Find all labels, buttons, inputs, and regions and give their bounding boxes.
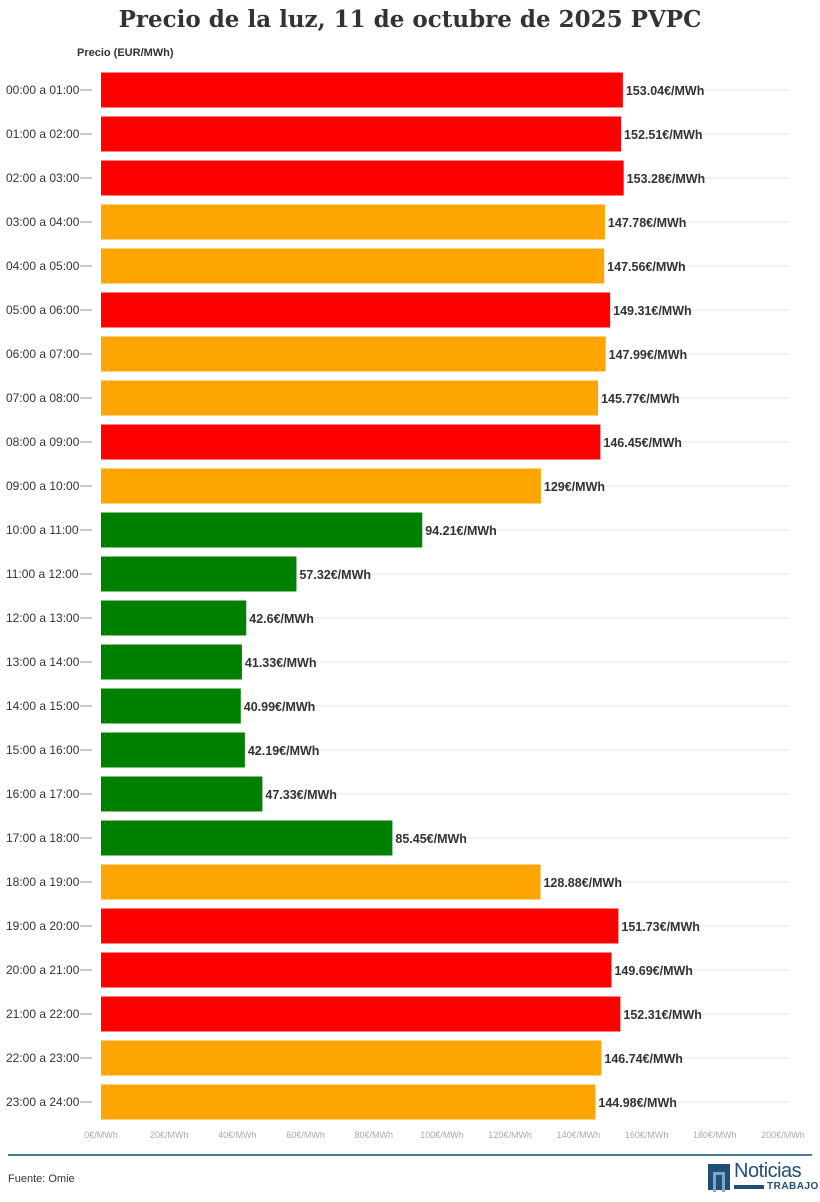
x-tick-label: 0€/MWh bbox=[84, 1130, 118, 1140]
bar bbox=[101, 380, 599, 416]
data-label: 149.31€/MWh bbox=[613, 304, 692, 318]
x-tick-label: 80€/MWh bbox=[355, 1130, 394, 1140]
bar bbox=[101, 424, 601, 460]
data-label: 149.69€/MWh bbox=[614, 964, 693, 978]
y-tick-label: 08:00 a 09:00 bbox=[6, 435, 80, 449]
data-label: 153.04€/MWh bbox=[626, 84, 705, 98]
x-tick-label: 40€/MWh bbox=[218, 1130, 257, 1140]
y-tick-label: 11:00 a 12:00 bbox=[6, 567, 79, 581]
bar bbox=[101, 688, 241, 724]
x-tick-label: 20€/MWh bbox=[150, 1130, 189, 1140]
x-tick-label: 100€/MWh bbox=[420, 1130, 464, 1140]
logo-text: Noticias bbox=[734, 1160, 802, 1182]
y-tick-label: 21:00 a 22:00 bbox=[6, 1007, 80, 1021]
bar bbox=[101, 996, 621, 1032]
bar bbox=[101, 908, 619, 944]
y-tick-label: 09:00 a 10:00 bbox=[6, 479, 80, 493]
data-label: 42.6€/MWh bbox=[249, 612, 314, 626]
data-label: 147.56€/MWh bbox=[607, 260, 686, 274]
bar bbox=[101, 336, 606, 372]
y-tick-label: 01:00 a 02:00 bbox=[6, 127, 80, 141]
bar bbox=[101, 952, 612, 988]
y-tick-label: 00:00 a 01:00 bbox=[6, 83, 80, 97]
x-tick-label: 60€/MWh bbox=[286, 1130, 325, 1140]
y-tick-label: 05:00 a 06:00 bbox=[6, 303, 80, 317]
data-label: 47.33€/MWh bbox=[265, 788, 337, 802]
y-tick-label: 20:00 a 21:00 bbox=[6, 963, 80, 977]
data-label: 145.77€/MWh bbox=[601, 392, 680, 406]
bar bbox=[101, 248, 605, 284]
bar bbox=[101, 204, 605, 240]
bar bbox=[101, 116, 622, 152]
bar bbox=[101, 644, 242, 680]
bar bbox=[101, 776, 263, 812]
bar bbox=[101, 556, 297, 592]
x-tick-label: 200€/MWh bbox=[761, 1130, 805, 1140]
x-tick-label: 160€/MWh bbox=[625, 1130, 669, 1140]
y-tick-label: 07:00 a 08:00 bbox=[6, 391, 80, 405]
data-label: 85.45€/MWh bbox=[395, 832, 467, 846]
data-label: 40.99€/MWh bbox=[244, 700, 316, 714]
logo-bar bbox=[734, 1185, 764, 1189]
noticias-trabajo-logo: Noticias TRABAJO bbox=[708, 1160, 819, 1196]
bar bbox=[101, 512, 423, 548]
source-note: Fuente: Omie bbox=[8, 1173, 75, 1185]
y-tick-label: 14:00 a 15:00 bbox=[6, 699, 80, 713]
data-label: 129€/MWh bbox=[544, 480, 605, 494]
data-label: 94.21€/MWh bbox=[425, 524, 497, 538]
data-label: 128.88€/MWh bbox=[543, 876, 622, 890]
y-tick-label: 23:00 a 24:00 bbox=[6, 1095, 80, 1109]
bar bbox=[101, 864, 541, 900]
bar bbox=[101, 72, 623, 108]
data-label: 152.31€/MWh bbox=[623, 1008, 702, 1022]
footer-divider bbox=[8, 1154, 812, 1156]
data-label: 146.74€/MWh bbox=[604, 1052, 683, 1066]
x-tick-label: 180€/MWh bbox=[693, 1130, 737, 1140]
bar bbox=[101, 732, 245, 768]
y-tick-label: 10:00 a 11:00 bbox=[6, 523, 79, 537]
x-tick-label: 120€/MWh bbox=[488, 1130, 532, 1140]
data-label: 146.45€/MWh bbox=[603, 436, 682, 450]
y-tick-label: 18:00 a 19:00 bbox=[6, 875, 80, 889]
bar-chart: 0€/MWh 20€/MWh 40€/MWh 60€/MWh 80€/MWh 100€/M… bbox=[6, 72, 805, 1140]
data-label: 147.99€/MWh bbox=[609, 348, 688, 362]
bar bbox=[101, 468, 541, 504]
data-label: 42.19€/MWh bbox=[248, 744, 320, 758]
bar bbox=[101, 600, 247, 636]
y-tick-label: 02:00 a 03:00 bbox=[6, 171, 80, 185]
bar bbox=[101, 1084, 596, 1120]
data-label: 144.98€/MWh bbox=[598, 1096, 677, 1110]
chart-title: Precio de la luz, 11 de octubre de 2025 … bbox=[118, 6, 702, 33]
bar bbox=[101, 1040, 602, 1076]
data-label: 41.33€/MWh bbox=[245, 656, 317, 670]
logo-subtext: TRABAJO bbox=[767, 1181, 819, 1192]
logo-mark bbox=[708, 1164, 730, 1192]
y-tick-label: 19:00 a 20:00 bbox=[6, 919, 80, 933]
bar bbox=[101, 160, 624, 196]
y-tick-label: 03:00 a 04:00 bbox=[6, 215, 80, 229]
y-axis-label: Precio (EUR/MWh) bbox=[77, 47, 174, 59]
y-tick-label: 04:00 a 05:00 bbox=[6, 259, 80, 273]
data-label: 153.28€/MWh bbox=[627, 172, 706, 186]
data-label: 147.78€/MWh bbox=[608, 216, 687, 230]
y-tick-label: 06:00 a 07:00 bbox=[6, 347, 80, 361]
bar bbox=[101, 820, 393, 856]
y-tick-label: 15:00 a 16:00 bbox=[6, 743, 80, 757]
y-tick-label: 12:00 a 13:00 bbox=[6, 611, 80, 625]
data-label: 57.32€/MWh bbox=[299, 568, 371, 582]
y-tick-label: 22:00 a 23:00 bbox=[6, 1051, 80, 1065]
data-label: 151.73€/MWh bbox=[621, 920, 700, 934]
y-tick-label: 13:00 a 14:00 bbox=[6, 655, 80, 669]
data-label: 152.51€/MWh bbox=[624, 128, 703, 142]
y-tick-label: 17:00 a 18:00 bbox=[6, 831, 80, 845]
bar bbox=[101, 292, 611, 328]
x-tick-label: 140€/MWh bbox=[557, 1130, 601, 1140]
y-tick-label: 16:00 a 17:00 bbox=[6, 787, 80, 801]
